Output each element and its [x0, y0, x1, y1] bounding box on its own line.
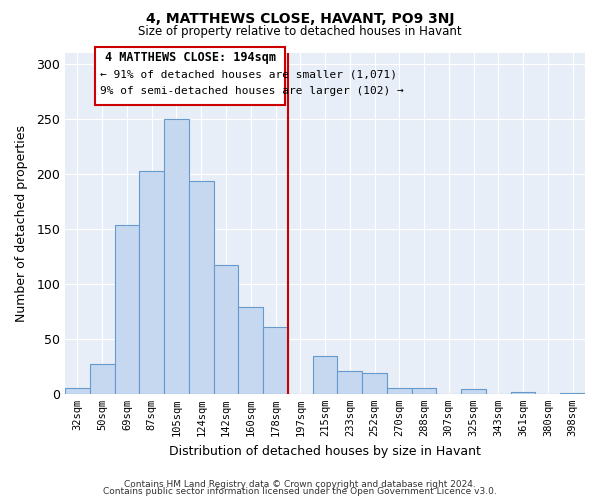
Bar [189, 182, 214, 394]
Bar [139, 172, 164, 394]
Bar [560, 392, 585, 394]
Bar [214, 265, 238, 394]
Bar [95, 47, 286, 106]
Y-axis label: Number of detached properties: Number of detached properties [15, 124, 28, 322]
Text: 4, MATTHEWS CLOSE, HAVANT, PO9 3NJ: 4, MATTHEWS CLOSE, HAVANT, PO9 3NJ [146, 12, 454, 26]
Bar [461, 390, 486, 394]
Bar [263, 326, 288, 394]
Bar [337, 370, 362, 394]
Bar [164, 118, 189, 394]
Bar [412, 388, 436, 394]
Bar [90, 364, 115, 394]
Bar [362, 373, 387, 394]
Text: Size of property relative to detached houses in Havant: Size of property relative to detached ho… [138, 25, 462, 38]
Text: Contains public sector information licensed under the Open Government Licence v3: Contains public sector information licen… [103, 488, 497, 496]
Text: 4 MATTHEWS CLOSE: 194sqm: 4 MATTHEWS CLOSE: 194sqm [104, 51, 275, 64]
X-axis label: Distribution of detached houses by size in Havant: Distribution of detached houses by size … [169, 444, 481, 458]
Text: Contains HM Land Registry data © Crown copyright and database right 2024.: Contains HM Land Registry data © Crown c… [124, 480, 476, 489]
Text: ← 91% of detached houses are smaller (1,071): ← 91% of detached houses are smaller (1,… [100, 69, 397, 79]
Bar [238, 307, 263, 394]
Bar [65, 388, 90, 394]
Text: 9% of semi-detached houses are larger (102) →: 9% of semi-detached houses are larger (1… [100, 86, 404, 96]
Bar [387, 388, 412, 394]
Bar [511, 392, 535, 394]
Bar [313, 356, 337, 394]
Bar [115, 226, 139, 394]
